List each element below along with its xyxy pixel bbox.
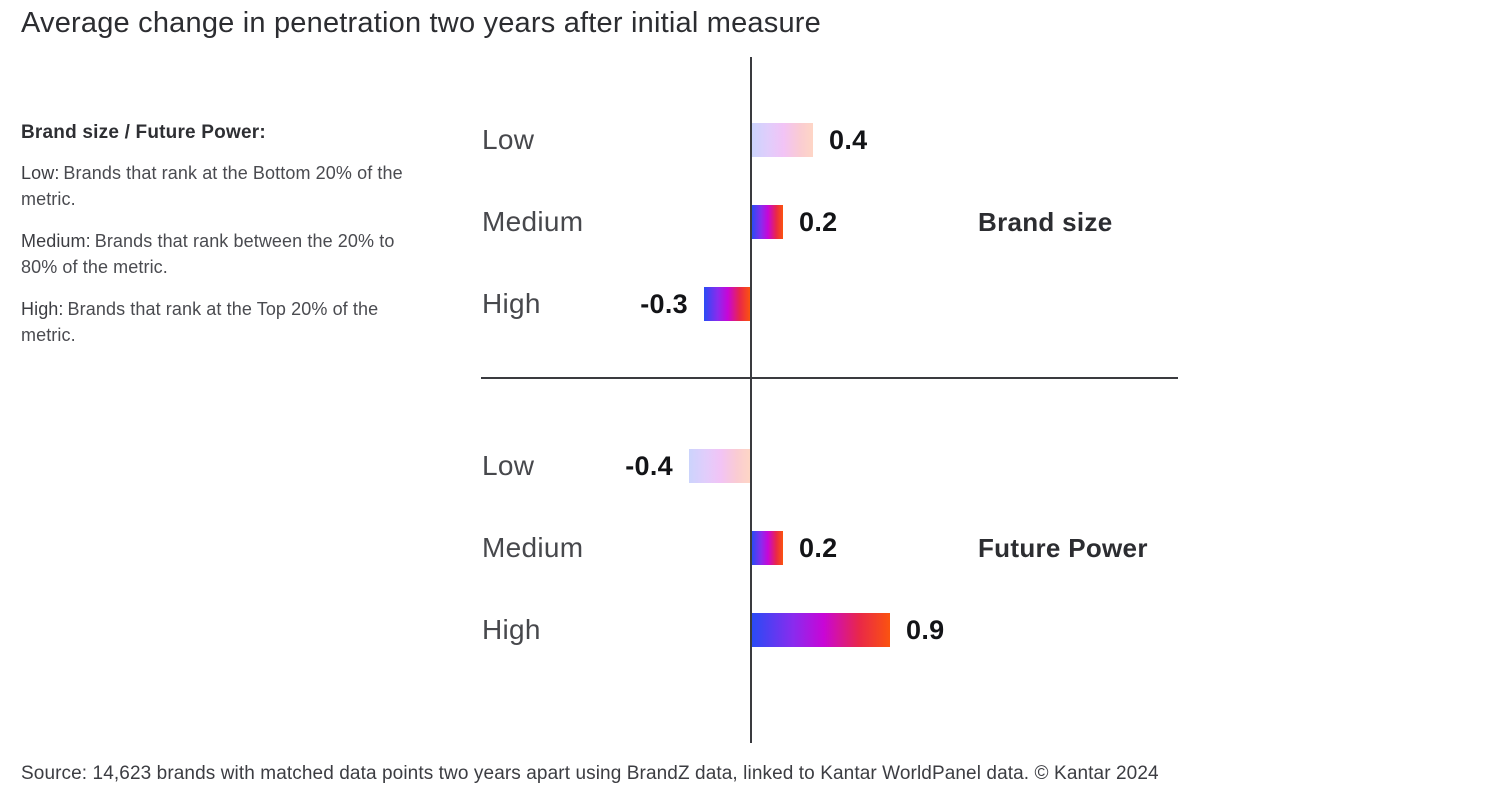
category-label: Medium (482, 206, 584, 237)
zero-axis-line (750, 57, 752, 743)
legend-term-low: Low: (21, 163, 60, 183)
source-attribution: Source: 14,623 brands with matched data … (21, 763, 1159, 784)
page-title: Average change in penetration two years … (21, 7, 821, 39)
value-label: 0.4 (829, 125, 868, 155)
bar-row-futurepower-high: High 0.9 (0, 613, 1500, 647)
bar-row-brandsize-medium: Medium 0.2 (0, 205, 1500, 239)
category-label: Low (482, 450, 535, 481)
bar-row-brandsize-low: Low 0.4 (0, 123, 1500, 157)
legend-term-high: High: (21, 299, 64, 319)
bar-row-brandsize-high: High -0.3 (0, 287, 1500, 321)
legend-item-low: Low: Brands that rank at the Bottom 20% o… (21, 160, 421, 212)
legend-item-medium: Medium: Brands that rank between the 20% … (21, 228, 421, 280)
category-label: Low (482, 124, 535, 155)
bar-futurepower-medium (752, 531, 783, 565)
legend-heading: Brand size / Future Power: (21, 122, 266, 143)
value-label: 0.9 (906, 615, 945, 645)
value-label: -0.3 (640, 289, 688, 319)
category-label: High (482, 614, 541, 645)
bar-brandsize-medium (752, 205, 783, 239)
group-label-future-power: Future Power (978, 533, 1148, 563)
bar-brandsize-low (752, 123, 813, 157)
group-divider-line (481, 377, 1178, 379)
bar-futurepower-high (752, 613, 890, 647)
legend-desc-medium: Brands that rank between the 20% to 80% … (21, 231, 395, 277)
bar-row-futurepower-medium: Medium 0.2 (0, 531, 1500, 565)
legend-panel: Brand size / Future Power: Low: Brands th… (21, 122, 421, 364)
value-label: 0.2 (799, 533, 838, 563)
category-label: Medium (482, 532, 584, 563)
value-label: -0.4 (625, 451, 673, 481)
bar-row-futurepower-low: Low -0.4 (0, 449, 1500, 483)
value-label: 0.2 (799, 207, 838, 237)
legend-item-high: High: Brands that rank at the Top 20% of … (21, 296, 421, 348)
category-label: High (482, 288, 541, 319)
legend-desc-low: Brands that rank at the Bottom 20% of th… (21, 163, 403, 209)
legend-term-medium: Medium: (21, 231, 91, 251)
legend-desc-high: Brands that rank at the Top 20% of the m… (21, 299, 379, 345)
bar-brandsize-high (704, 287, 750, 321)
bar-futurepower-low (689, 449, 750, 483)
group-label-brand-size: Brand size (978, 207, 1113, 237)
